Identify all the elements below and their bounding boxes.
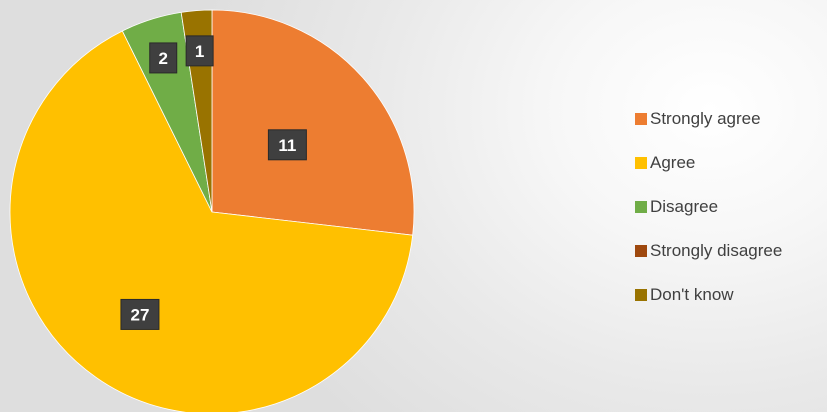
pie-slices <box>9 9 415 412</box>
legend-item-agree: Agree <box>635 153 782 172</box>
data-label-disagree: 2 <box>149 42 178 74</box>
svg-text:2: 2 <box>159 49 168 68</box>
legend-label: Strongly disagree <box>650 241 783 260</box>
legend-label: Strongly agree <box>650 109 761 128</box>
legend-label: Agree <box>650 153 696 172</box>
legend-item-don-t-know: Don't know <box>635 285 782 304</box>
legend-swatch <box>635 245 647 257</box>
legend-swatch <box>635 289 647 301</box>
legend-swatch <box>635 113 647 125</box>
legend-item-strongly-disagree: Strongly disagree <box>635 241 783 260</box>
svg-text:27: 27 <box>130 305 149 324</box>
svg-text:11: 11 <box>278 136 296 155</box>
pie-chart: 11 27 2 1 <box>9 9 415 412</box>
legend-swatch <box>635 201 647 213</box>
pie-slice-agree <box>9 30 414 412</box>
legend-label: Don't know <box>650 285 734 304</box>
pie-slice-strongly-agree <box>211 9 415 236</box>
data-label-don-t-know: 1 <box>185 35 214 67</box>
data-label-agree: 27 <box>120 298 160 330</box>
legend: Strongly agree Agree Disagree Strongly disa… <box>635 109 783 330</box>
legend-item-disagree: Disagree <box>635 197 782 216</box>
legend-label: Disagree <box>650 197 719 216</box>
legend-swatch <box>635 157 647 169</box>
svg-text:1: 1 <box>195 42 204 61</box>
data-label-strongly-agree: 11 <box>267 129 307 161</box>
legend-item-strongly-agree: Strongly agree <box>635 109 782 128</box>
pie-data-labels: 11 27 2 1 <box>120 35 307 330</box>
